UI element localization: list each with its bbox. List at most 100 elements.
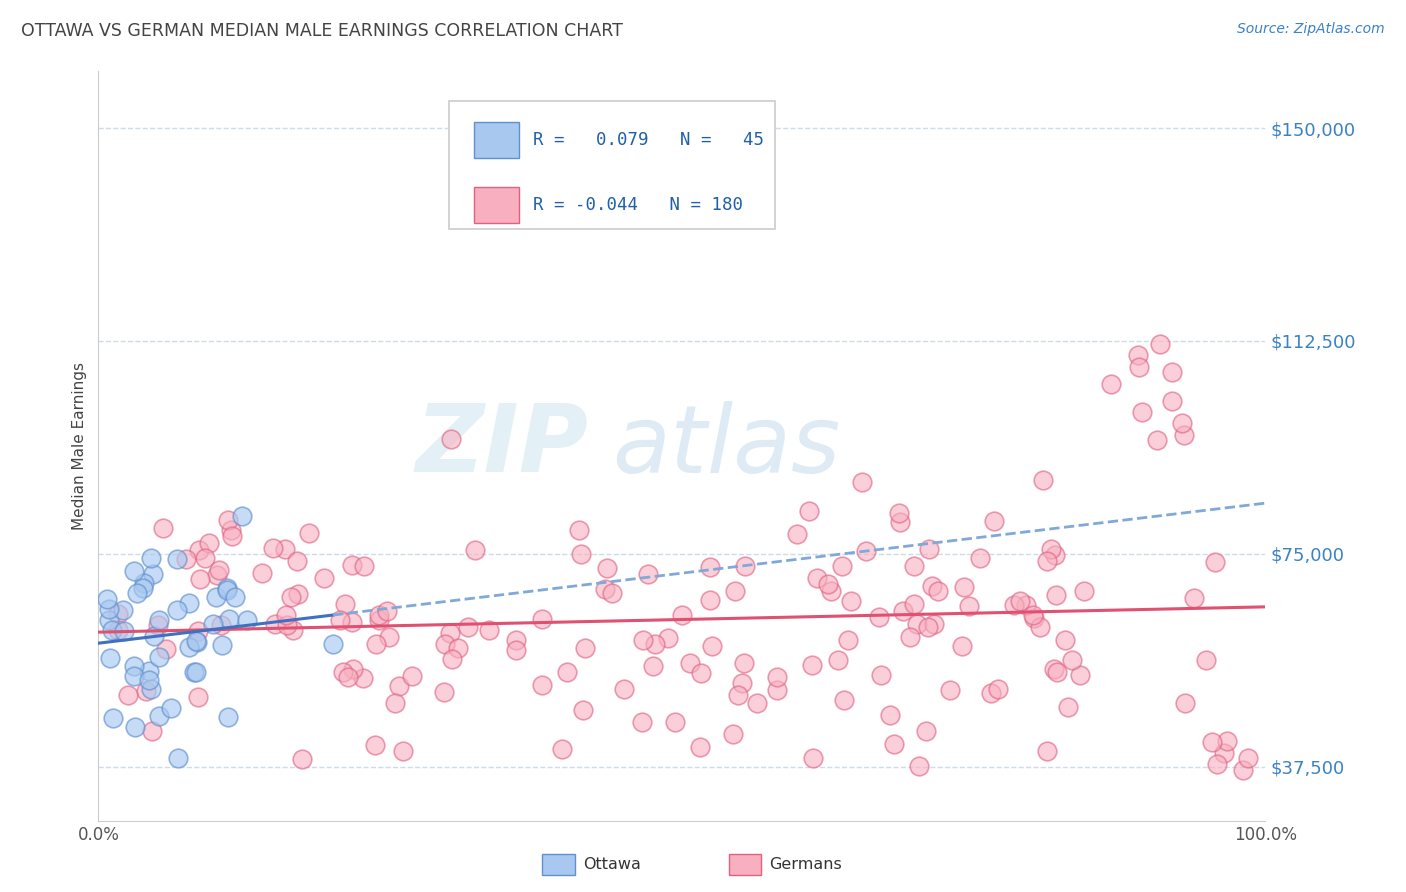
FancyBboxPatch shape (474, 122, 519, 158)
Point (1045, 588, 1067, 602)
Text: R =   0.079   N =   45: R = 0.079 N = 45 (533, 131, 763, 149)
Point (204, 590, 226, 604)
Point (1002, 598, 1025, 612)
Point (218, 612, 240, 626)
Point (820, 584, 842, 599)
Point (797, 504, 820, 518)
Point (440, 652, 463, 666)
Point (803, 751, 825, 765)
Point (572, 703, 595, 717)
Point (505, 632, 527, 647)
Point (186, 635, 208, 649)
Point (194, 551, 217, 566)
Point (1039, 541, 1062, 556)
Point (689, 666, 711, 681)
Point (786, 527, 808, 541)
Point (827, 653, 849, 667)
Point (112, 624, 135, 639)
Point (388, 679, 411, 693)
Point (851, 475, 873, 490)
Point (141, 724, 163, 739)
Point (139, 681, 162, 696)
Point (979, 842, 1001, 856)
Point (1032, 473, 1054, 487)
Point (122, 658, 145, 673)
Point (375, 604, 398, 618)
Point (1015, 598, 1038, 612)
Point (177, 596, 200, 610)
Point (125, 586, 148, 600)
Point (190, 572, 212, 586)
Point (1201, 735, 1223, 749)
Point (342, 662, 364, 676)
Point (1173, 427, 1195, 442)
Point (689, 739, 711, 754)
Point (132, 581, 155, 595)
Point (1216, 734, 1239, 748)
Point (530, 612, 553, 626)
Point (117, 688, 139, 702)
Point (980, 686, 1002, 700)
Point (600, 586, 623, 600)
Point (1029, 620, 1052, 634)
Point (124, 720, 146, 734)
FancyBboxPatch shape (541, 855, 575, 875)
Point (889, 515, 911, 529)
Point (633, 633, 655, 648)
Point (187, 690, 209, 704)
Point (1057, 700, 1080, 714)
Point (98, 613, 121, 627)
Point (439, 625, 461, 640)
Point (574, 640, 596, 655)
Point (434, 637, 457, 651)
Point (987, 681, 1010, 696)
Point (868, 609, 890, 624)
Point (882, 737, 904, 751)
FancyBboxPatch shape (728, 855, 761, 875)
Point (1099, 376, 1122, 391)
Point (174, 552, 197, 566)
Point (568, 523, 591, 537)
Point (699, 593, 721, 607)
Text: ZIP: ZIP (416, 400, 589, 492)
Point (138, 664, 160, 678)
Point (231, 508, 253, 523)
Point (887, 506, 910, 520)
Point (1206, 756, 1229, 771)
Point (832, 693, 855, 707)
Point (727, 688, 749, 702)
Point (314, 571, 336, 585)
Point (101, 711, 124, 725)
Point (124, 564, 146, 578)
Point (148, 649, 170, 664)
Point (969, 551, 991, 566)
Point (276, 617, 298, 632)
Point (134, 575, 156, 590)
Point (401, 669, 423, 683)
Point (217, 513, 239, 527)
Point (903, 597, 925, 611)
FancyBboxPatch shape (449, 102, 775, 228)
Point (148, 709, 170, 723)
Point (135, 684, 157, 698)
Point (217, 581, 239, 595)
Point (179, 640, 201, 654)
Point (1060, 653, 1083, 667)
Point (983, 514, 1005, 528)
Point (671, 607, 693, 622)
Point (879, 708, 901, 723)
Point (211, 638, 233, 652)
Point (1161, 365, 1184, 379)
Point (806, 571, 828, 585)
Point (1237, 751, 1260, 765)
Point (1195, 653, 1218, 667)
Point (950, 639, 973, 653)
Point (252, 566, 274, 580)
Point (364, 738, 387, 752)
Point (855, 543, 877, 558)
Point (111, 603, 134, 617)
Point (1130, 405, 1153, 419)
Point (745, 696, 768, 710)
Text: OTTAWA VS GERMAN MEDIAN MALE EARNINGS CORRELATION CHART: OTTAWA VS GERMAN MEDIAN MALE EARNINGS CO… (21, 22, 623, 40)
Point (631, 714, 654, 729)
